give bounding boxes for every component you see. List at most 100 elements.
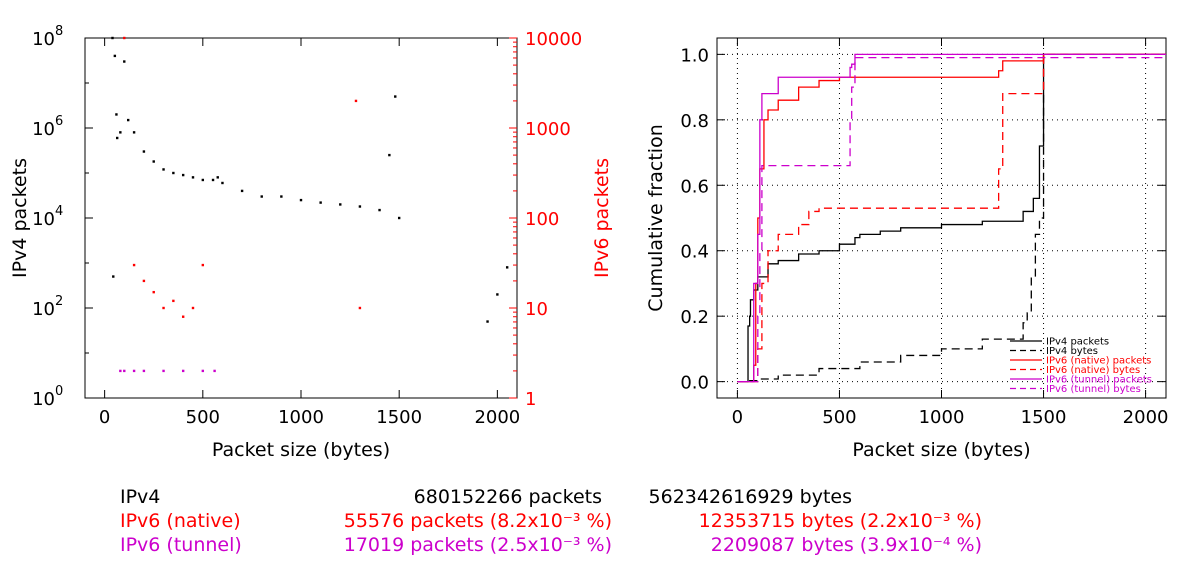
y-tick-label: 1.0 (680, 45, 709, 66)
data-point (388, 153, 391, 157)
y-tick-label-exponent: 6 (55, 114, 63, 129)
y-tick-label-exponent: 2 (55, 294, 63, 309)
data-point (181, 315, 185, 318)
cdf-x-axis-title: Packet size (bytes) (852, 439, 1030, 461)
data-point (119, 131, 122, 134)
scatter-x-axis-title: Packet size (bytes) (212, 439, 390, 461)
data-point (260, 195, 263, 198)
y2-tick-label: 100 (525, 209, 559, 230)
data-point (339, 203, 342, 206)
data-point (299, 198, 303, 202)
y-tick-label-exponent: 0 (55, 384, 63, 399)
x-tick-label: 0 (732, 407, 743, 428)
data-point (201, 178, 205, 182)
x-tick-label: 1000 (278, 407, 324, 428)
data-point (172, 299, 175, 303)
data-point (152, 160, 155, 163)
y-tick-label: 10 (32, 29, 55, 50)
cdf-line-ipv4-bytes (737, 53, 1166, 383)
data-point (201, 369, 205, 373)
cdf-line-ipv6-tunnel-bytes (737, 56, 1166, 383)
cdf-line-ipv6-native-packets (737, 53, 1166, 383)
data-point (201, 263, 205, 267)
x-tick-label: 2000 (1123, 407, 1169, 428)
data-point (240, 189, 244, 193)
data-point (132, 131, 136, 134)
data-point (172, 171, 175, 175)
x-tick-label: 500 (186, 407, 220, 428)
data-point (211, 178, 215, 182)
data-point (113, 54, 117, 58)
data-point (358, 205, 362, 208)
y-tick-label: 10 (32, 299, 55, 320)
cdf-line-ipv4-packets (737, 53, 1166, 383)
data-point (142, 369, 146, 373)
legend-label: IPv4 packets (1046, 337, 1109, 348)
data-point (319, 201, 322, 204)
x-tick-label: 1500 (1021, 407, 1067, 428)
data-point (142, 150, 146, 153)
cdf-y-axis-title: Cumulative fraction (645, 124, 667, 311)
data-point (132, 369, 136, 373)
x-tick-label: 1000 (919, 407, 965, 428)
x-tick-label: 500 (822, 407, 856, 428)
series-ipv4 (111, 36, 509, 323)
data-point (162, 168, 165, 171)
x-tick-label: 2000 (474, 407, 520, 428)
data-point (394, 95, 397, 98)
legend-label: IPv6 (native) bytes (1046, 365, 1140, 376)
cdf-panel: 0 500 1000 1500 2000 0.0 0.2 0.4 0.6 0.8 1.0 Packet… (645, 37, 1169, 461)
data-point (123, 60, 126, 63)
scatter-y-axis-title: IPv4 packets (9, 158, 31, 278)
data-point (358, 306, 362, 310)
data-point (111, 36, 114, 40)
scatter-y2-axis-title: IPv6 packets (591, 158, 613, 278)
legend-label: IPv6 (tunnel) packets (1046, 375, 1152, 386)
data-point (162, 306, 165, 310)
data-point (505, 266, 509, 269)
y-tick-label-exponent: 8 (55, 24, 63, 39)
legend-label: IPv6 (tunnel) bytes (1046, 384, 1141, 395)
data-point (132, 263, 136, 267)
data-point (397, 216, 401, 220)
x-tick-label: 0 (99, 407, 110, 428)
y2-tick-label: 10 (525, 299, 548, 320)
data-point (216, 176, 219, 179)
data-point (213, 369, 216, 373)
y2-tick-label: 1 (525, 389, 536, 410)
data-point (152, 290, 155, 294)
data-point (280, 195, 283, 198)
data-point (496, 293, 499, 296)
series-ipv6-tunnel (119, 369, 216, 373)
data-point (181, 369, 185, 373)
legend-label: IPv4 bytes (1046, 346, 1098, 357)
series-ipv6-native (123, 36, 362, 318)
data-point (181, 173, 185, 177)
y-tick-label: 0.6 (680, 176, 709, 197)
data-point (162, 369, 165, 373)
y-tick-label: 10 (32, 209, 55, 230)
y-tick-label: 10 (32, 119, 55, 140)
data-point (123, 369, 126, 373)
y-tick-label: 0.0 (680, 373, 709, 394)
data-point (221, 181, 224, 185)
data-point (142, 279, 146, 283)
y-tick-label: 0.2 (680, 307, 709, 328)
data-point (123, 36, 126, 40)
legend-label: IPv6 (native) packets (1046, 356, 1151, 367)
cdf-line-ipv6-tunnel-packets (737, 53, 1166, 383)
y2-tick-label: 1000 (525, 119, 571, 140)
y-tick-label: 10 (32, 389, 55, 410)
y-tick-label: 0.4 (680, 242, 709, 263)
y2-tick-label: 10000 (525, 29, 582, 50)
data-point (191, 306, 195, 310)
data-point (354, 99, 358, 103)
scatter-plot-frame (84, 37, 518, 399)
data-point (378, 208, 381, 212)
data-point (112, 275, 115, 278)
data-point (115, 113, 118, 116)
x-tick-label: 1500 (376, 407, 422, 428)
